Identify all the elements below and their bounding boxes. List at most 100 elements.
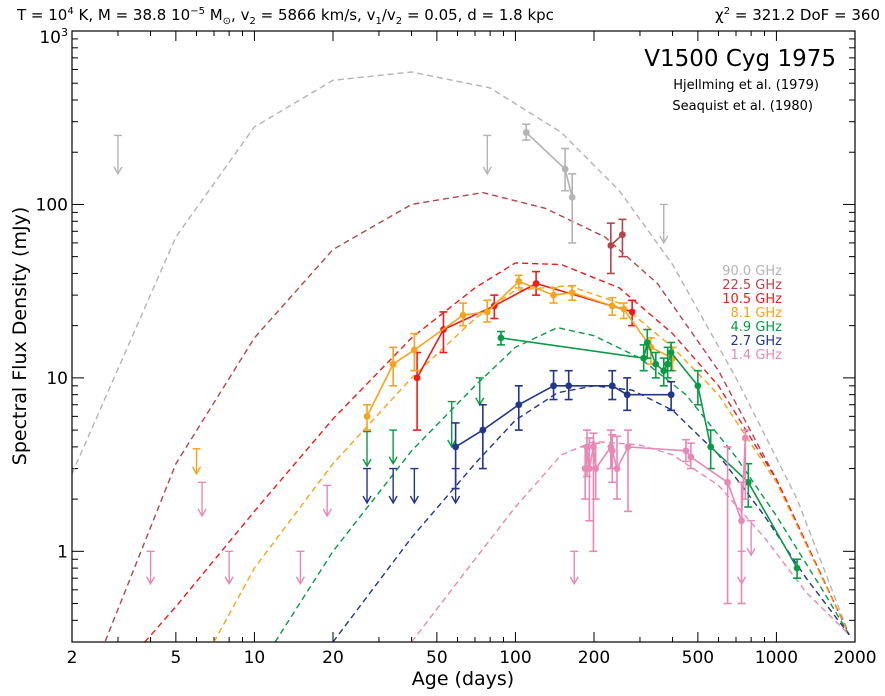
data-point-1-4-ghz	[682, 447, 690, 455]
model-curve-10-5-ghz	[143, 262, 850, 642]
reference-2: Seaquist et al. (1980)	[672, 99, 813, 114]
x-tick-label-2: 2	[67, 648, 78, 668]
upper-limit-arrow	[569, 576, 579, 586]
chart-title: V1500 Cyg 1975	[644, 46, 836, 72]
upper-limit-arrow	[659, 235, 669, 245]
y-tick-label-1: 1	[57, 542, 68, 562]
upper-limit-arrow	[145, 576, 156, 586]
data-point-2-7-ghz	[479, 426, 487, 434]
data-point-22-5-ghz	[619, 231, 626, 239]
data-line-4-9-ghz	[500, 337, 798, 569]
x-tick-label-500: 500	[682, 648, 714, 668]
upper-limit-arrow	[191, 466, 202, 476]
upper-limit-arrow	[197, 508, 207, 518]
data-point-8-1-ghz	[483, 308, 491, 316]
data-point-8-1-ghz	[459, 311, 467, 319]
data-point-1-4-ghz	[585, 465, 593, 472]
data-point-1-4-ghz	[624, 443, 632, 451]
data-point-2-7-ghz	[608, 382, 616, 390]
y-tick-label-1000: 103	[39, 26, 68, 48]
legend-item-8-1-ghz: 8.1 GHz	[731, 306, 783, 321]
data-point-4-9-ghz	[497, 334, 505, 342]
legend-item-1-4-ghz: 1.4 GHz	[731, 348, 783, 363]
upper-limit-arrow	[451, 495, 461, 505]
upper-limit-arrow	[482, 166, 492, 176]
x-tick-label-2000: 2000	[833, 648, 876, 668]
upper-limit-arrow	[388, 495, 398, 505]
legend-item-4-9-ghz: 4.9 GHz	[731, 320, 783, 335]
header-chi-squared: χ2 = 321.2 DoF = 360	[715, 6, 880, 24]
data-point-8-1-ghz	[410, 346, 418, 354]
chart-header: T = 104 K, M = 38.8 10−5 M⊙, v2 = 5866 k…	[16, 6, 880, 27]
data-point-10-5-ghz	[628, 308, 636, 316]
data-point-8-1-ghz	[608, 302, 616, 310]
data-point-90-0-ghz	[561, 165, 569, 173]
x-tick-label-100: 100	[499, 648, 531, 668]
data-point-22-5-ghz	[607, 242, 615, 249]
y-axis-label: Spectral Flux Density (mJy)	[9, 207, 31, 465]
data-point-4-9-ghz	[664, 360, 672, 368]
data-point-1-4-ghz	[738, 517, 745, 525]
upper-limit-arrow	[409, 495, 419, 505]
upper-limit-arrow	[746, 547, 756, 557]
data-point-8-1-ghz	[620, 305, 628, 313]
data-point-1-4-ghz	[687, 453, 695, 461]
data-point-1-4-ghz	[613, 465, 621, 472]
plot-frame	[71, 30, 856, 643]
upper-limit-arrow	[447, 439, 457, 449]
data-point-8-1-ghz	[568, 289, 576, 297]
data-point-8-1-ghz	[389, 360, 397, 368]
upper-limit-arrow	[322, 508, 332, 518]
legend-item-90-0-ghz: 90.0 GHz	[722, 264, 782, 279]
x-tick-label-50: 50	[426, 648, 448, 668]
plot-area	[72, 71, 850, 642]
model-curve-4-9-ghz	[274, 326, 850, 642]
y-tick-label-10: 10	[46, 369, 68, 389]
x-tick-label-10: 10	[244, 648, 266, 668]
model-curve-8-1-ghz	[213, 284, 850, 642]
data-point-90-0-ghz	[568, 193, 576, 201]
data-point-1-4-ghz	[592, 465, 600, 472]
data-point-10-5-ghz	[413, 374, 421, 382]
axis-ticks	[71, 30, 856, 643]
data-point-2-7-ghz	[452, 443, 460, 451]
data-point-4-9-ghz	[744, 478, 752, 486]
data-point-4-9-ghz	[660, 367, 668, 375]
data-point-1-4-ghz	[724, 478, 732, 486]
y-tick-label-100: 100	[36, 195, 68, 215]
x-tick-label-20: 20	[322, 648, 344, 668]
reference-1: Hjellming et al. (1979)	[673, 78, 819, 93]
data-point-1-4-ghz	[608, 447, 616, 455]
data-point-2-7-ghz	[565, 382, 573, 390]
data-point-4-9-ghz	[652, 360, 660, 368]
upper-limit-arrow	[295, 576, 305, 586]
x-tick-label-200: 200	[578, 648, 610, 668]
model-curves	[72, 71, 850, 642]
data-line-8-1-ghz	[366, 280, 673, 417]
data-point-4-9-ghz	[793, 564, 801, 572]
data-point-2-7-ghz	[515, 401, 523, 409]
data-point-4-9-ghz	[707, 443, 715, 451]
data-line-2-7-ghz	[455, 384, 672, 448]
data-point-4-9-ghz	[667, 349, 675, 356]
data-point-4-9-ghz	[643, 339, 651, 346]
upper-limit-arrow	[362, 458, 372, 468]
upper-limit-arrow	[224, 576, 234, 586]
x-axis-label: Age (days)	[412, 668, 514, 690]
upper-limit-arrow	[113, 166, 123, 176]
data-point-2-7-ghz	[623, 391, 631, 399]
data-point-2-7-ghz	[550, 382, 557, 390]
data-line-10-5-ghz	[416, 282, 633, 379]
legend-item-2-7-ghz: 2.7 GHz	[731, 334, 783, 349]
legend-item-22-5-ghz: 22.5 GHz	[722, 278, 782, 293]
x-tick-label-5: 5	[170, 648, 181, 668]
data-point-8-1-ghz	[515, 277, 523, 285]
axis-tick-labels: 103 2 5 10 20 50 100 200 500 1000 2000 1 10 100	[36, 26, 877, 668]
data-point-1-4-ghz	[741, 434, 749, 442]
data-point-2-7-ghz	[667, 391, 675, 399]
upper-limit-arrow	[388, 456, 398, 466]
x-tick-label-1000: 1000	[755, 648, 798, 668]
data-point-10-5-ghz	[532, 280, 540, 287]
